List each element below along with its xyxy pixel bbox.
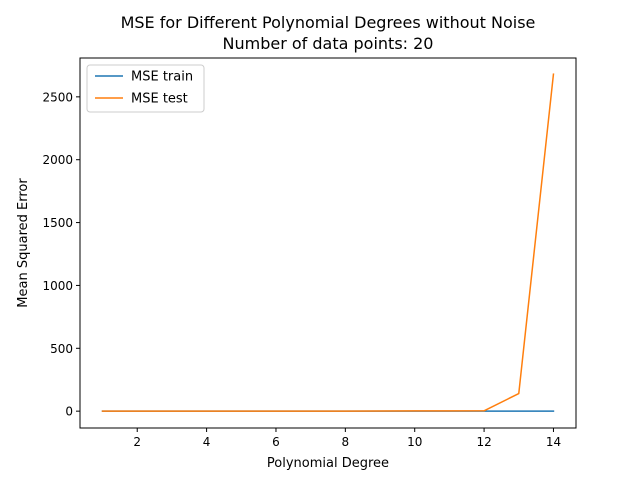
y-tick-label: 500 [50, 342, 73, 356]
x-tick-label: 2 [133, 435, 141, 449]
chart-title: MSE for Different Polynomial Degrees wit… [121, 13, 536, 32]
x-tick-label: 4 [203, 435, 211, 449]
plot-area: 2 4 6 8 10 12 14 0 500 1000 1500 2000 2500 [42, 73, 561, 449]
y-tick-label: 1500 [42, 216, 73, 230]
plot-frame [79, 57, 577, 429]
y-tick-label: 1000 [42, 279, 73, 293]
x-tick-label: 14 [546, 435, 561, 449]
y-tick-label: 2500 [42, 90, 73, 104]
y-tick-label: 0 [65, 405, 73, 419]
x-tick-label: 12 [476, 435, 491, 449]
series-line-test [101, 73, 555, 412]
legend-label-train: MSE train [131, 70, 193, 85]
x-tick-label: 6 [272, 435, 280, 449]
chart-subtitle: Number of data points: 20 [223, 34, 434, 53]
y-tick-label: 2000 [42, 153, 73, 167]
x-tick-label: 8 [342, 435, 350, 449]
legend-label-test: MSE test [131, 92, 188, 107]
x-tick-label: 10 [407, 435, 422, 449]
x-axis-label: Polynomial Degree [267, 456, 389, 471]
y-axis-label: Mean Squared Error [16, 178, 31, 308]
legend: MSE train MSE test [86, 64, 205, 113]
